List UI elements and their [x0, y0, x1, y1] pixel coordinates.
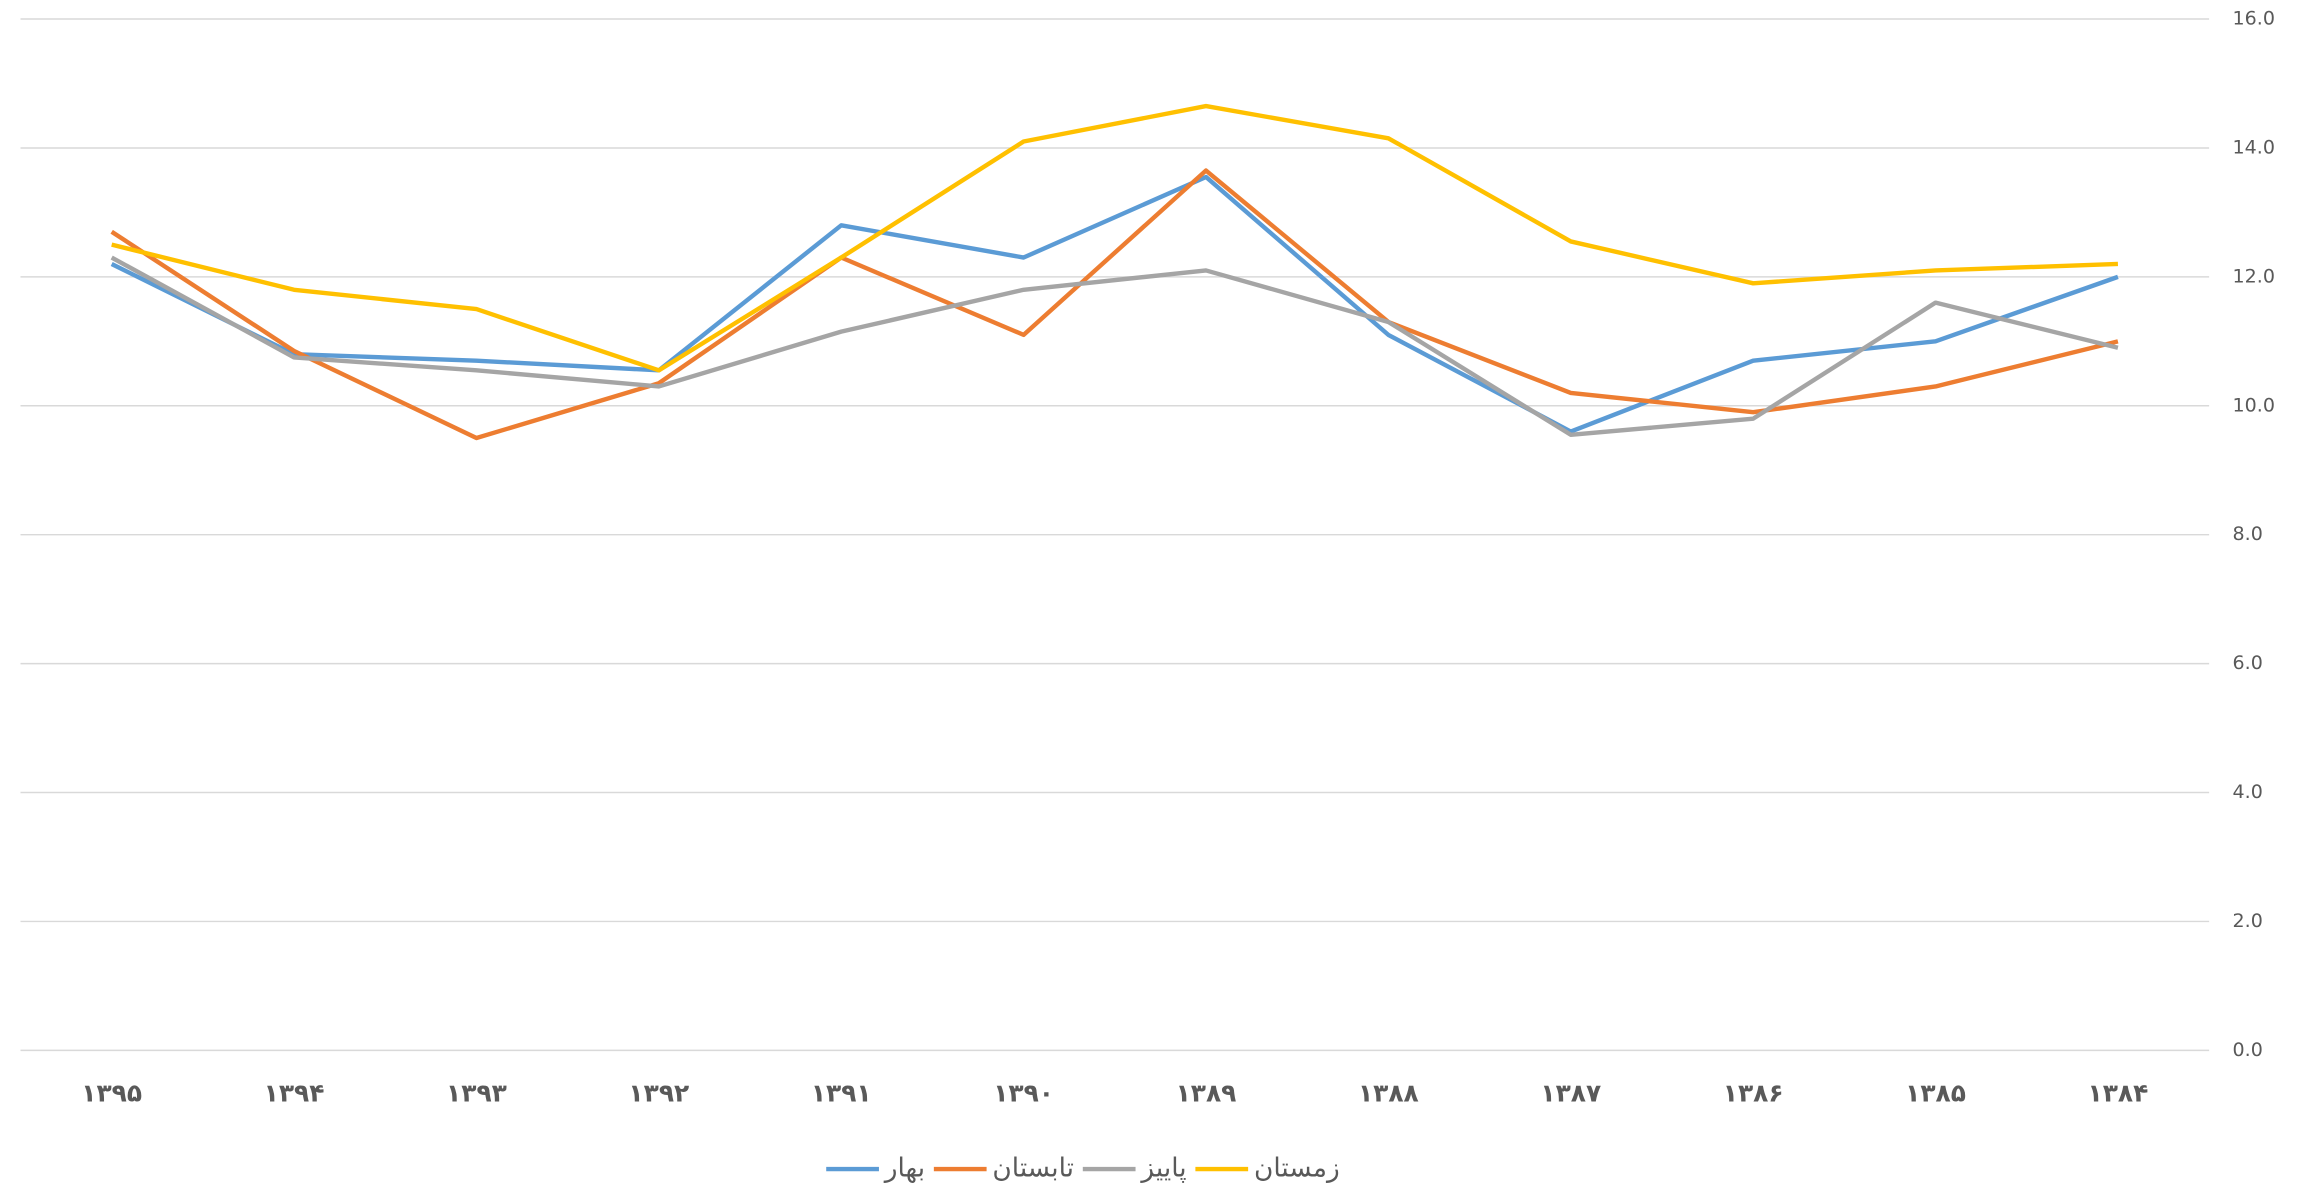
legend-label: پاییز: [1139, 1154, 1186, 1184]
x-tick-label: ۱۳۹۴: [264, 1078, 325, 1107]
series-line: [110, 168, 2119, 441]
legend-label: تابستان: [992, 1154, 1074, 1184]
x-tick-label: ۱۳۹۱: [811, 1078, 872, 1107]
y-tick-label: 6.0: [2233, 652, 2263, 674]
y-tick-label: 8.0: [2233, 523, 2263, 545]
y-tick-label: 12.0: [2233, 265, 2275, 287]
y-tick-label: 2.0: [2233, 910, 2263, 932]
x-tick-label: ۱۳۸۷: [1540, 1078, 1601, 1107]
x-tick-label: ۱۳۸۵: [1905, 1078, 1966, 1107]
x-tick-label: ۱۳۸۸: [1358, 1078, 1419, 1107]
x-tick-label: ۱۳۹۳: [446, 1078, 507, 1107]
legend-label: زمستان: [1254, 1154, 1340, 1184]
series-line: [110, 255, 2119, 437]
series-line: [110, 174, 2119, 434]
x-tick-label: ۱۳۸۹: [1176, 1078, 1237, 1107]
x-tick-label: ۱۳۸۴: [2088, 1078, 2149, 1107]
y-tick-label: 16.0: [2233, 8, 2275, 30]
y-tick-label: 0.0: [2233, 1039, 2263, 1061]
y-tick-label: 10.0: [2233, 394, 2275, 416]
series-line: [111, 103, 2119, 373]
legend-label: بهار: [883, 1154, 925, 1184]
y-tick-label: 14.0: [2233, 136, 2275, 158]
x-tick-label: ۱۳۸۶: [1723, 1078, 1784, 1107]
x-tick-label: ۱۳۹۰: [993, 1078, 1054, 1107]
y-tick-label: 4.0: [2233, 781, 2263, 803]
x-tick-label: ۱۳۹۲: [628, 1078, 689, 1107]
x-tick-label: ۱۳۹۵: [81, 1078, 142, 1107]
